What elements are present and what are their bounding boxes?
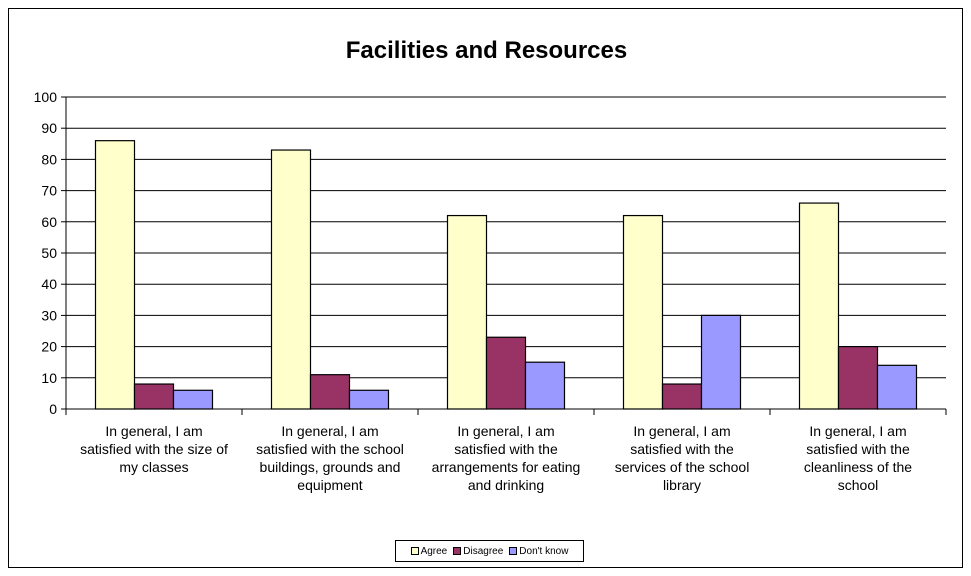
legend-label: Don't know [519, 545, 569, 557]
chart-title: Facilities and Resources [345, 37, 628, 64]
x-category-label: buildings, grounds and [260, 459, 401, 475]
y-tick-label: 60 [41, 214, 57, 230]
x-category-label: In general, I am [633, 423, 730, 439]
legend-swatch [410, 547, 419, 555]
y-tick-label: 0 [49, 401, 57, 417]
legend-swatch [509, 547, 518, 555]
x-category-label: equipment [297, 477, 362, 493]
x-category-label: my classes [119, 459, 188, 475]
y-tick-label: 100 [34, 89, 58, 105]
x-category-label: In general, I am [809, 423, 906, 439]
y-tick-label: 80 [41, 151, 57, 167]
y-tick-label: 50 [41, 245, 57, 261]
bar-agree-3 [446, 214, 488, 410]
x-category-label: In general, I am [105, 423, 202, 439]
x-category-label: In general, I am [457, 423, 554, 439]
legend-swatch [453, 547, 462, 555]
bar-don-t-know-3 [524, 361, 566, 410]
x-category-label: In general, I am [281, 423, 378, 439]
x-category-label: services of the school [615, 459, 750, 475]
legend-label: Disagree [463, 545, 504, 557]
legend-item: Don't know [509, 546, 568, 557]
y-tick-label: 20 [41, 339, 57, 355]
y-tick-label: 10 [41, 370, 57, 386]
y-tick-label: 30 [41, 307, 57, 323]
x-category-label: satisfied with the size of [80, 441, 228, 457]
x-category-label: satisfied with the [806, 441, 910, 457]
bar-agree-5 [798, 202, 840, 410]
x-category-label: and drinking [468, 477, 544, 493]
y-tick-label: 40 [41, 276, 57, 292]
chart-frame: Facilities and Resources 0 10 20 30 40 50 60 70… [8, 8, 963, 568]
bar-agree-4 [622, 214, 664, 410]
chart-plot: 0 10 20 30 40 50 60 70 80 90 100 In general, I am sa… [34, 89, 947, 493]
legend-item: Agree [410, 545, 448, 557]
bar-agree-2 [270, 149, 312, 410]
bar-don-t-know-4 [700, 314, 742, 410]
x-category-label: satisfied with the [630, 441, 734, 457]
x-category-label: library [663, 477, 701, 493]
x-category-label: satisfied with the [454, 441, 558, 457]
y-tick-label: 70 [41, 183, 57, 199]
x-category-label: arrangements for eating [432, 459, 581, 475]
bar-don-t-know-1 [172, 389, 214, 410]
bar-disagree-1 [133, 383, 175, 410]
y-tick-label: 90 [41, 120, 57, 136]
bar-disagree-5 [837, 346, 879, 410]
bar-disagree-3 [485, 336, 527, 410]
legend-label: Agree [420, 545, 448, 557]
bar-disagree-4 [661, 383, 703, 410]
x-category-label: satisfied with the school [256, 441, 404, 457]
bar-disagree-2 [309, 374, 351, 410]
legend-item: Disagree [453, 546, 503, 557]
chart-legend: Agree Disagree Don't know [395, 540, 584, 562]
x-category-label: school [838, 477, 878, 493]
x-category-label: cleanliness of the [804, 459, 912, 475]
bar-don-t-know-2 [348, 389, 390, 410]
bar-don-t-know-5 [876, 364, 918, 410]
bar-agree-1 [94, 140, 136, 410]
